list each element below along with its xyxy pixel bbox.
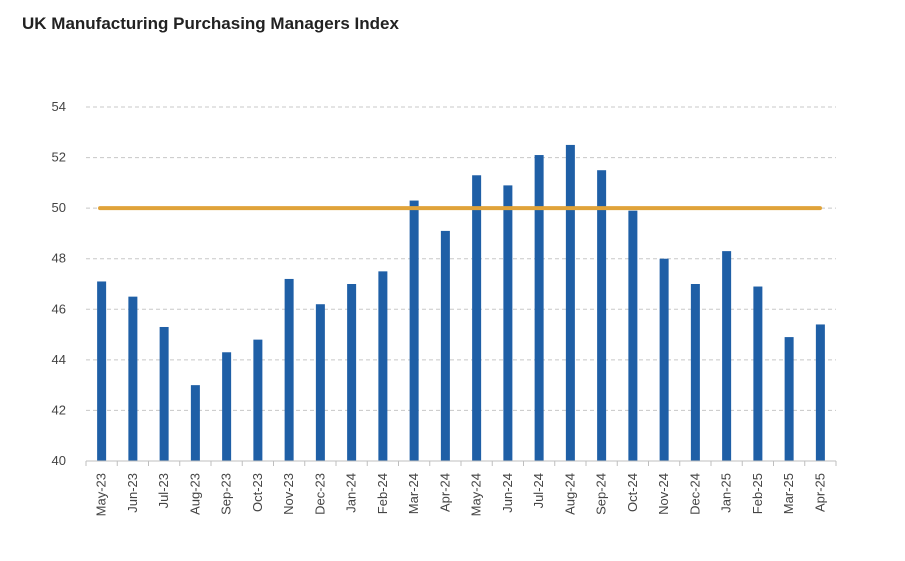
x-category-label: Nov-23 — [281, 473, 296, 515]
bar-dec-24 — [690, 284, 700, 461]
bar-jul-23 — [159, 326, 169, 461]
x-category-label: May-24 — [469, 473, 484, 516]
bar-apr-25 — [815, 324, 825, 461]
x-category-label: May-23 — [94, 473, 109, 516]
bar-jun-24 — [503, 185, 513, 461]
bar-jul-24 — [534, 155, 544, 462]
x-category-label: Apr-25 — [812, 473, 827, 512]
x-category-label: Mar-24 — [406, 473, 421, 514]
bar-feb-25 — [753, 286, 763, 461]
x-category-label: Nov-24 — [656, 473, 671, 515]
y-tick-label: 44 — [52, 352, 66, 367]
y-axis-tick-labels: 40 42 44 46 48 50 52 54 — [52, 99, 66, 468]
y-tick-label: 42 — [52, 402, 66, 417]
bar-aug-23 — [190, 385, 200, 461]
x-category-label: Jan-25 — [719, 473, 734, 513]
y-tick-label: 52 — [52, 150, 66, 165]
x-axis-category-labels: May-23 Jun-23 Jul-23 Aug-23 Sep-23 Oct-23 Nov-… — [94, 473, 828, 516]
x-category-label: Jun-23 — [125, 473, 140, 513]
bar-oct-24 — [628, 210, 638, 461]
x-category-label: Feb-24 — [375, 473, 390, 514]
bar-nov-24 — [659, 258, 669, 461]
x-category-label: Jul-24 — [531, 473, 546, 508]
bar-oct-23 — [253, 339, 263, 461]
bar-jan-24 — [347, 284, 357, 461]
x-category-label: Jun-24 — [500, 473, 515, 513]
bar-jan-25 — [722, 251, 732, 461]
y-tick-label: 48 — [52, 251, 66, 266]
x-category-label: Jul-23 — [156, 473, 171, 508]
bar-may-23 — [97, 281, 107, 461]
x-category-label: Oct-23 — [250, 473, 265, 512]
bar-dec-23 — [315, 304, 325, 461]
y-tick-label: 54 — [52, 99, 66, 114]
x-category-label: Mar-25 — [781, 473, 796, 514]
x-axis — [85, 460, 837, 466]
bar-sep-24 — [597, 170, 607, 461]
x-category-label: Dec-24 — [687, 473, 702, 515]
bar-sep-23 — [222, 352, 232, 461]
x-category-label: Aug-24 — [562, 473, 577, 515]
x-category-label: Apr-24 — [437, 473, 452, 512]
x-category-label: Jan-24 — [344, 473, 359, 513]
bar-feb-24 — [378, 271, 388, 461]
bar-nov-23 — [284, 278, 294, 461]
bar-apr-24 — [440, 230, 450, 461]
bar-aug-24 — [565, 144, 575, 461]
y-tick-label: 40 — [52, 453, 66, 468]
bars — [97, 144, 825, 462]
x-category-label: Sep-24 — [594, 473, 609, 515]
x-category-label: Aug-23 — [187, 473, 202, 515]
bar-mar-24 — [409, 200, 419, 462]
x-category-label: Dec-23 — [312, 473, 327, 515]
x-category-label: Sep-23 — [219, 473, 234, 515]
chart-title: UK Manufacturing Purchasing Managers Ind… — [22, 14, 399, 33]
y-tick-label: 50 — [52, 200, 66, 215]
x-category-label: Oct-24 — [625, 473, 640, 512]
y-tick-label: 46 — [52, 301, 66, 316]
bar-jun-23 — [128, 296, 138, 461]
bar-may-24 — [472, 175, 482, 461]
bar-mar-25 — [784, 337, 794, 461]
x-category-label: Feb-25 — [750, 473, 765, 514]
